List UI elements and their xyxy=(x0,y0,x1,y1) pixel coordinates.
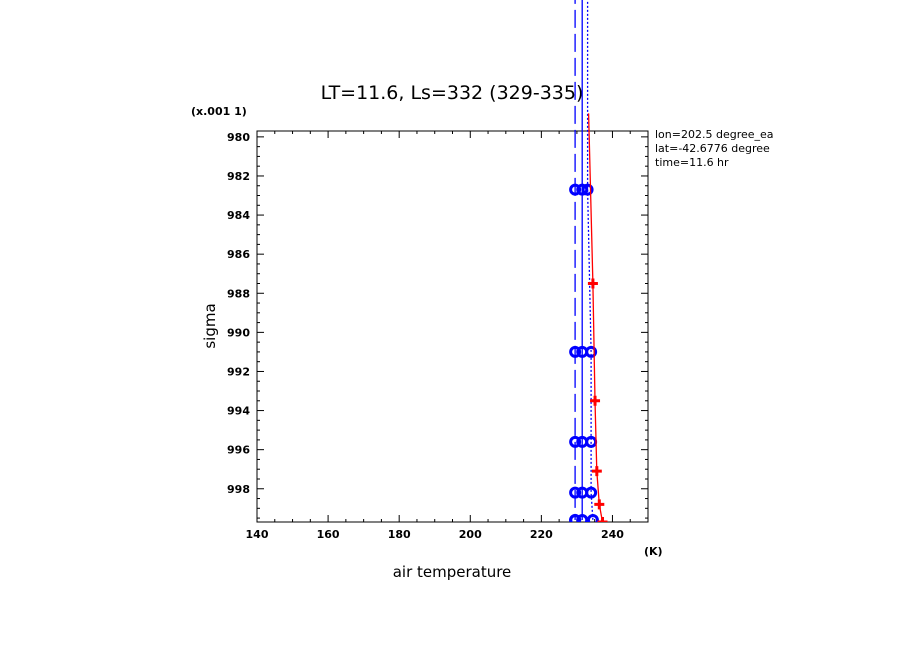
series-3-marker xyxy=(597,517,608,522)
y-tick-label: 990 xyxy=(227,326,250,339)
series-2-marker xyxy=(585,435,598,448)
x-tick-label: 200 xyxy=(459,528,482,541)
x-tick-label: 220 xyxy=(530,528,553,541)
y-tick-label: 996 xyxy=(227,444,250,457)
series-0-marker xyxy=(569,486,582,499)
y-tick-label: 980 xyxy=(227,131,250,144)
series-3-line xyxy=(587,113,604,522)
series-2-line xyxy=(586,0,594,521)
info-line-lat: lat=-42.6776 degree xyxy=(655,142,770,155)
x-tick-label: 240 xyxy=(601,528,624,541)
y-tick-label: 994 xyxy=(227,405,250,418)
series-0-marker xyxy=(569,345,582,358)
x-tick-label: 140 xyxy=(246,528,269,541)
info-line-lon: lon=202.5 degree_ea xyxy=(655,128,774,141)
info-block: lon=202.5 degree_ea lat=-42.6776 degree … xyxy=(655,128,774,169)
y-tick-label: 986 xyxy=(227,248,250,261)
series-2-marker xyxy=(586,514,599,522)
y-tick-label: 988 xyxy=(227,287,250,300)
series-layer xyxy=(569,0,608,522)
plot-frame xyxy=(256,130,649,523)
series-0-marker xyxy=(569,435,582,448)
series-0-marker xyxy=(569,514,582,522)
series-1-marker xyxy=(576,514,589,522)
x-tick-label: 180 xyxy=(388,528,411,541)
axes: 140 160 180 200 220 240 980 982 984 986 988 990 992 9… xyxy=(227,130,649,541)
x-units-label: (K) xyxy=(644,545,663,558)
info-mask xyxy=(780,125,820,170)
series-1-marker xyxy=(576,183,589,196)
info-line-time: time=11.6 hr xyxy=(655,156,729,169)
y-tick-label: 984 xyxy=(227,209,250,222)
chart-title: LT=11.6, Ls=332 (329-335) xyxy=(321,82,584,104)
series-3-marker xyxy=(594,499,605,510)
series-3-marker xyxy=(590,395,601,406)
series-2-marker xyxy=(585,345,598,358)
x-tick-label: 160 xyxy=(317,528,340,541)
x-axis-title: air temperature xyxy=(393,563,512,581)
y-tick-label: 998 xyxy=(227,483,250,496)
series-2-marker xyxy=(585,486,598,499)
series-2-marker xyxy=(581,183,594,196)
series-3-marker xyxy=(587,278,598,289)
y-scale-note: (x.001 1) xyxy=(191,105,247,118)
series-3-marker xyxy=(591,466,602,477)
y-axis-title: sigma xyxy=(201,303,219,348)
y-tick-label: 982 xyxy=(227,170,250,183)
series-0-marker xyxy=(569,183,582,196)
y-tick-label: 992 xyxy=(227,365,250,378)
